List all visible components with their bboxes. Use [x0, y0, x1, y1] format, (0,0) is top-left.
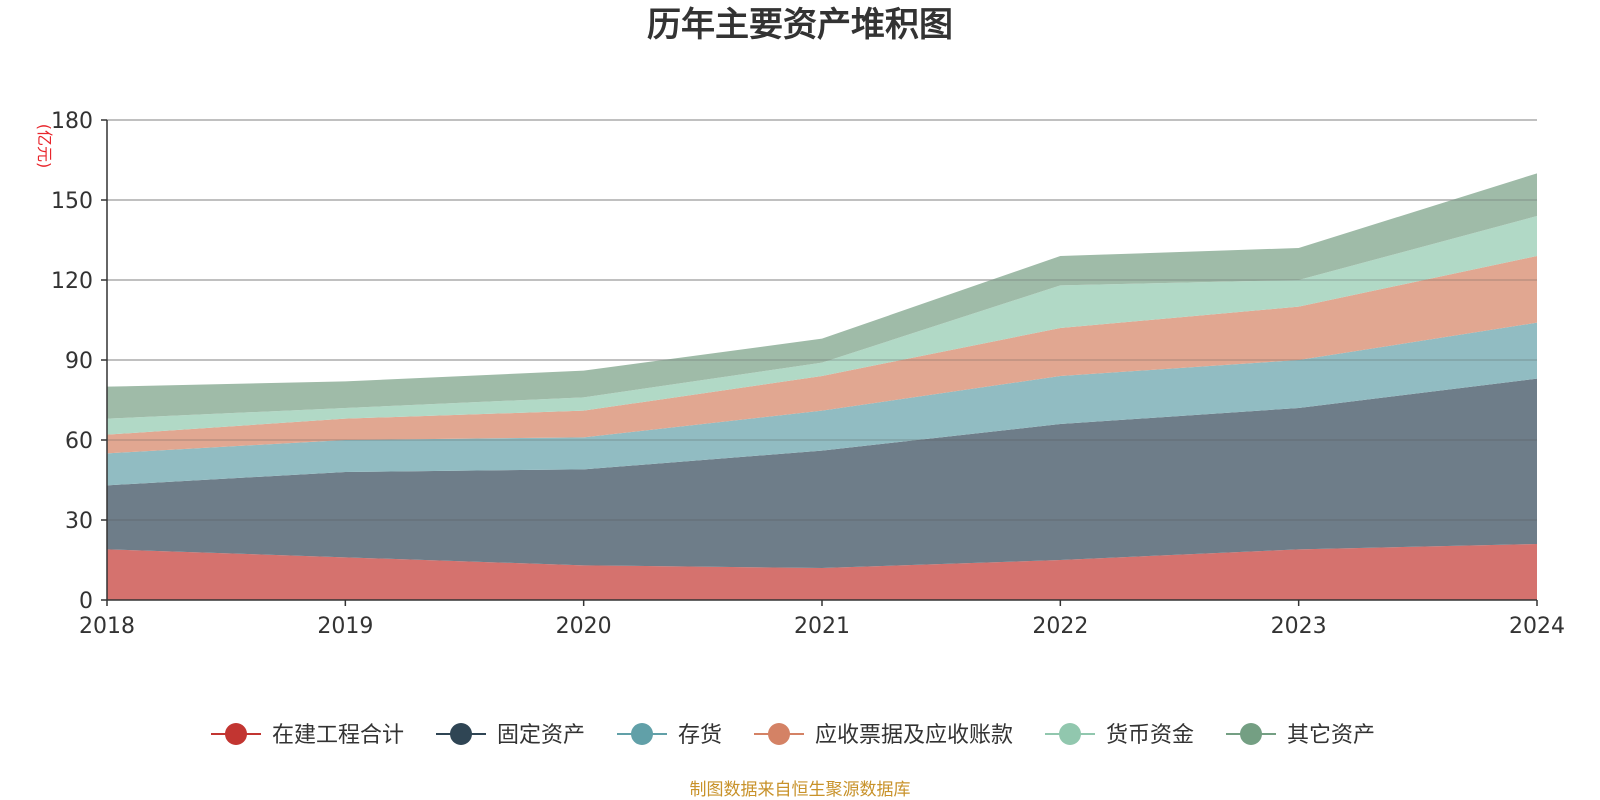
legend-label-0: 在建工程合计	[272, 723, 404, 748]
legend-label-5: 其它资产	[1287, 723, 1375, 748]
legend-label-3: 应收票据及应收账款	[815, 723, 1013, 748]
area-series-3	[107, 256, 1537, 454]
y-tick-label-0: 0	[79, 589, 93, 614]
legend-label-4: 货币资金	[1106, 723, 1194, 748]
legend-item-0: 在建工程合计	[211, 723, 404, 748]
x-tick-label-2019: 2019	[317, 614, 373, 639]
area-series-5	[107, 173, 1537, 419]
legend-item-2: 存货	[617, 723, 722, 748]
y-axis-unit-label: (亿元)	[35, 124, 54, 169]
x-tick-label-2020: 2020	[556, 614, 612, 639]
legend-item-4: 货币资金	[1045, 723, 1194, 748]
area-series-0	[107, 544, 1537, 600]
source-note: 制图数据来自恒生聚源数据库	[690, 780, 911, 800]
y-tick-label-30: 30	[65, 509, 93, 534]
axes: 0 30 60 90 120 150 180 2018 2019 2020 2021 2022 2023…	[51, 109, 1565, 639]
legend-label-1: 固定资产	[497, 723, 585, 748]
y-tick-label-180: 180	[51, 109, 93, 134]
x-tick-label-2021: 2021	[794, 614, 850, 639]
legend-item-5: 其它资产	[1226, 723, 1375, 748]
y-tick-label-60: 60	[65, 429, 93, 454]
chart-title: 历年主要资产堆积图	[647, 5, 953, 45]
y-tick-label-90: 90	[65, 349, 93, 374]
legend-swatch-marker-1	[450, 723, 472, 745]
y-tick-label-120: 120	[51, 269, 93, 294]
legend-label-2: 存货	[678, 723, 722, 748]
legend-item-3: 应收票据及应收账款	[754, 723, 1013, 748]
legend-swatch-marker-0	[225, 723, 247, 745]
legend-item-1: 固定资产	[436, 723, 585, 748]
legend-swatch-marker-2	[631, 723, 653, 745]
area-series-group	[107, 119, 1537, 600]
area-series-4	[107, 216, 1537, 435]
x-tick-label-2023: 2023	[1271, 614, 1327, 639]
x-tick-label-2022: 2022	[1032, 614, 1088, 639]
legend-swatch-marker-5	[1240, 723, 1262, 745]
area-series-2	[107, 322, 1537, 486]
area-series-1	[107, 378, 1537, 568]
x-tick-label-2018: 2018	[79, 614, 135, 639]
legend: 在建工程合计 固定资产 存货 应收票据及应收账款 货币资金 其它资产	[211, 723, 1375, 748]
x-tick-label-2024: 2024	[1509, 614, 1565, 639]
legend-swatch-marker-3	[768, 723, 790, 745]
y-tick-label-150: 150	[51, 189, 93, 214]
legend-swatch-marker-4	[1059, 723, 1081, 745]
